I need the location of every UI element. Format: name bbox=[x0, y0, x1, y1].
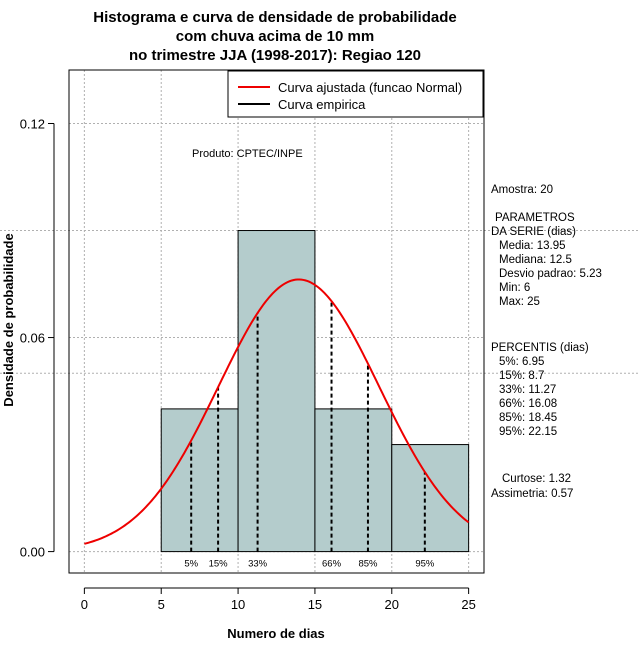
y-axis: 0.00 0.06 0.12 bbox=[20, 117, 55, 560]
legend-label-normal: Curva ajustada (funcao Normal) bbox=[278, 80, 462, 95]
x-tick-label: 10 bbox=[231, 597, 245, 612]
histogram-bar-2 bbox=[237, 230, 316, 553]
histogram-bar-3 bbox=[314, 408, 393, 553]
percentile-lines: 5% 15% 33% 66% 85% 95% bbox=[184, 301, 435, 570]
y-tick-label: 0.12 bbox=[20, 117, 45, 132]
x-tick-label: 0 bbox=[81, 597, 88, 612]
chart-title-line-2: com chuva acima de 10 mm bbox=[176, 28, 374, 45]
x-tick-label: 25 bbox=[461, 597, 475, 612]
legend-box bbox=[227, 70, 484, 118]
params-header-1: PARAMETROS bbox=[495, 212, 575, 224]
sample-size: Amostra: 20 bbox=[491, 184, 553, 196]
x-tick-label: 15 bbox=[308, 597, 322, 612]
curtose: Curtose: 1.32 bbox=[502, 473, 571, 485]
percentile-label-33: 33% bbox=[248, 559, 268, 570]
stats-panel: Amostra: 20 PARAMETROS DA SERIE (dias) M… bbox=[491, 184, 602, 500]
params-header-2: DA SERIE (dias) bbox=[491, 226, 576, 238]
y-tick-label: 0.06 bbox=[20, 331, 45, 346]
param-mediana: Mediana: 12.5 bbox=[499, 254, 572, 266]
chart-title-line-3: no trimestre JJA (1998-2017): Regiao 120 bbox=[129, 47, 421, 64]
param-media: Media: 13.95 bbox=[499, 240, 566, 252]
product-credit: Produto: CPTEC/INPE bbox=[192, 148, 303, 160]
param-max: Max: 25 bbox=[499, 296, 540, 308]
histogram-bar-4 bbox=[391, 444, 470, 553]
y-axis-label: Densidade de probabilidade bbox=[1, 233, 16, 406]
y-tick-label: 0.00 bbox=[20, 545, 45, 560]
param-desvio: Desvio padrao: 5.23 bbox=[499, 268, 602, 280]
percentil-85: 85%: 18.45 bbox=[499, 412, 557, 424]
histogram-bar-1 bbox=[160, 408, 239, 553]
x-axis: 0 5 10 15 20 25 bbox=[81, 587, 476, 612]
legend-label-empirical: Curva empirica bbox=[278, 97, 366, 112]
assimetria: Assimetria: 0.57 bbox=[491, 488, 573, 500]
percentile-label-95: 95% bbox=[415, 559, 435, 570]
percentil-66: 66%: 16.08 bbox=[499, 398, 557, 410]
normal-fit-curve bbox=[84, 278, 470, 545]
percentil-15: 15%: 8.7 bbox=[499, 370, 544, 382]
chart-title-line-1: Histograma e curva de densidade de proba… bbox=[93, 9, 456, 26]
percentil-5: 5%: 6.95 bbox=[499, 356, 544, 368]
percentile-label-5: 5% bbox=[184, 559, 198, 570]
legend: Curva ajustada (funcao Normal) Curva emp… bbox=[227, 70, 484, 118]
percentile-label-66: 66% bbox=[322, 559, 342, 570]
percentil-33: 33%: 11.27 bbox=[499, 384, 556, 396]
x-axis-label: Numero de dias bbox=[227, 626, 325, 641]
percentil-95: 95%: 22.15 bbox=[499, 426, 557, 438]
x-tick-label: 5 bbox=[158, 597, 165, 612]
param-min: Min: 6 bbox=[499, 282, 530, 294]
percentile-label-15: 15% bbox=[209, 559, 229, 570]
percentis-header: PERCENTIS (dias) bbox=[491, 342, 589, 354]
percentile-label-85: 85% bbox=[358, 559, 378, 570]
plot-frame bbox=[68, 69, 485, 574]
x-tick-label: 20 bbox=[385, 597, 399, 612]
histogram-bars bbox=[160, 230, 470, 553]
